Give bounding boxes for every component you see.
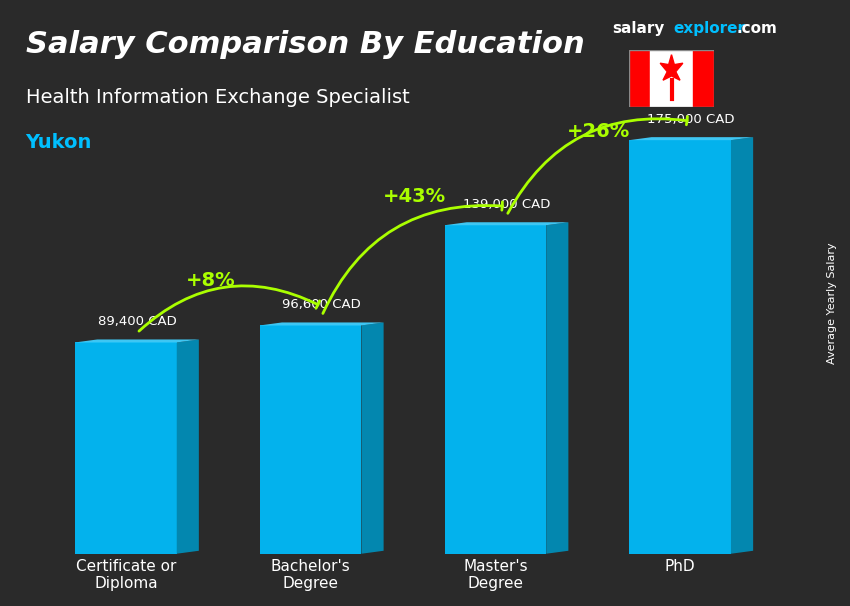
- Bar: [650, 50, 693, 107]
- Polygon shape: [75, 339, 199, 342]
- Polygon shape: [660, 55, 683, 80]
- Text: Yukon: Yukon: [26, 133, 92, 152]
- Text: Average Yearly Salary: Average Yearly Salary: [827, 242, 837, 364]
- Text: .com: .com: [737, 21, 778, 36]
- Text: 139,000 CAD: 139,000 CAD: [462, 198, 550, 211]
- Polygon shape: [445, 225, 547, 554]
- Polygon shape: [547, 222, 569, 554]
- Text: +26%: +26%: [567, 122, 631, 141]
- Text: explorer: explorer: [673, 21, 745, 36]
- Text: +8%: +8%: [186, 271, 235, 290]
- Polygon shape: [260, 322, 383, 325]
- Text: Health Information Exchange Specialist: Health Information Exchange Specialist: [26, 88, 409, 107]
- Text: salary: salary: [612, 21, 665, 36]
- Polygon shape: [629, 137, 753, 140]
- Polygon shape: [361, 322, 383, 554]
- Bar: [629, 50, 650, 107]
- Polygon shape: [629, 140, 731, 554]
- Text: 89,400 CAD: 89,400 CAD: [98, 315, 176, 328]
- Polygon shape: [731, 137, 753, 554]
- Text: Salary Comparison By Education: Salary Comparison By Education: [26, 30, 584, 59]
- Polygon shape: [445, 222, 569, 225]
- Polygon shape: [260, 325, 361, 554]
- Text: +43%: +43%: [382, 187, 445, 206]
- Bar: [693, 50, 714, 107]
- Polygon shape: [75, 342, 177, 554]
- Text: 96,600 CAD: 96,600 CAD: [282, 298, 361, 311]
- Polygon shape: [177, 339, 199, 554]
- Text: 175,000 CAD: 175,000 CAD: [648, 113, 735, 126]
